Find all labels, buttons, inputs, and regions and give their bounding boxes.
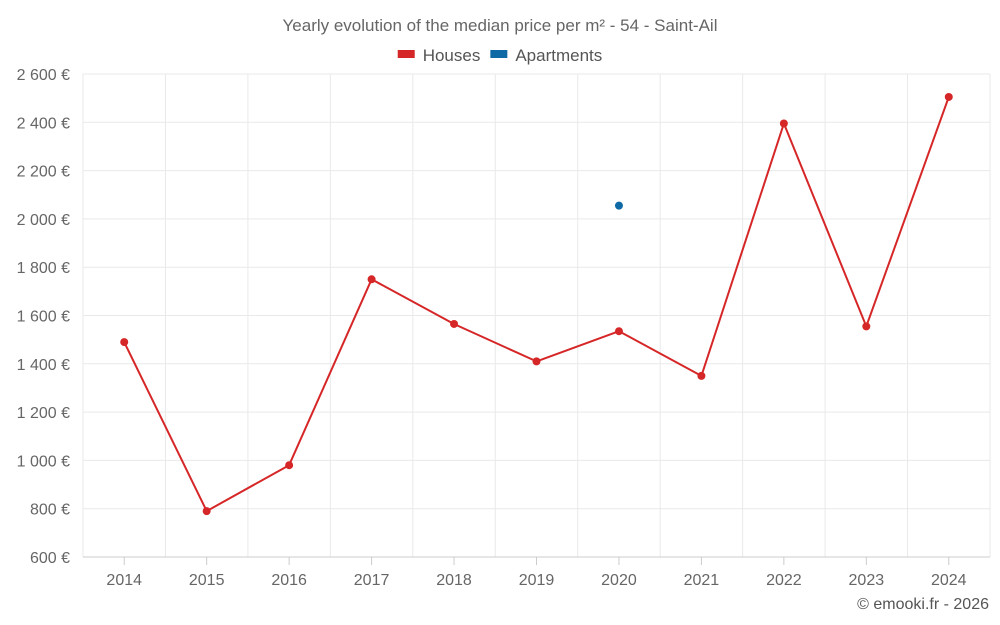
data-point-houses (862, 322, 871, 331)
x-tick-label: 2024 (931, 572, 967, 589)
data-point-houses (532, 357, 541, 366)
x-tick-label: 2019 (519, 572, 555, 589)
x-tick-label: 2023 (849, 572, 885, 589)
y-tick-label: 600 € (30, 550, 70, 567)
data-point-houses (944, 92, 953, 101)
x-tick-label: 2018 (436, 572, 472, 589)
data-point-houses (120, 338, 129, 347)
x-axis: 2014 2015 2016 2017 2018 2019 2020 2021 2022 2023… (83, 556, 990, 589)
x-tick-label: 2021 (684, 572, 720, 589)
x-tick-label: 2016 (271, 572, 307, 589)
legend-swatch (397, 50, 415, 58)
plot-area (120, 92, 953, 516)
y-tick-label: 1 800 € (17, 260, 70, 277)
credit-text: © emooki.fr - 2026 (857, 596, 989, 613)
data-point-houses (697, 371, 706, 380)
data-point-houses (779, 119, 788, 128)
legend-item-houses: Houses (397, 46, 481, 65)
y-tick-label: 2 400 € (17, 115, 70, 132)
data-point-houses (202, 507, 211, 516)
y-tick-label: 1 400 € (17, 357, 70, 374)
y-tick-label: 1 000 € (17, 453, 70, 470)
data-point-houses (614, 327, 623, 336)
legend-swatch (490, 50, 508, 58)
x-tick-label: 2022 (766, 572, 802, 589)
x-tick-label: 2017 (354, 572, 390, 589)
data-point-apartments (614, 201, 623, 210)
y-tick-label: 1 600 € (17, 309, 70, 326)
x-tick-label: 2014 (106, 572, 142, 589)
y-tick-label: 2 600 € (17, 67, 70, 84)
y-tick-label: 800 € (30, 502, 70, 519)
x-tick-label: 2020 (601, 572, 637, 589)
y-axis: 600 € 800 € 1 000 € 1 200 € 1 400 € 1 600 € 1 … (17, 67, 70, 567)
legend-label: Apartments (515, 46, 602, 65)
data-point-houses (450, 319, 459, 328)
chart-title: Yearly evolution of the median price per… (283, 16, 718, 35)
y-tick-label: 2 000 € (17, 212, 70, 229)
data-point-houses (367, 275, 376, 284)
data-point-houses (285, 461, 294, 470)
gridlines (82, 73, 991, 558)
legend: Houses Apartments (397, 46, 602, 65)
y-tick-label: 1 200 € (17, 405, 70, 422)
x-tick-label: 2015 (189, 572, 225, 589)
y-tick-label: 2 200 € (17, 164, 70, 181)
legend-label: Houses (423, 46, 481, 65)
legend-item-apartments: Apartments (490, 46, 602, 65)
